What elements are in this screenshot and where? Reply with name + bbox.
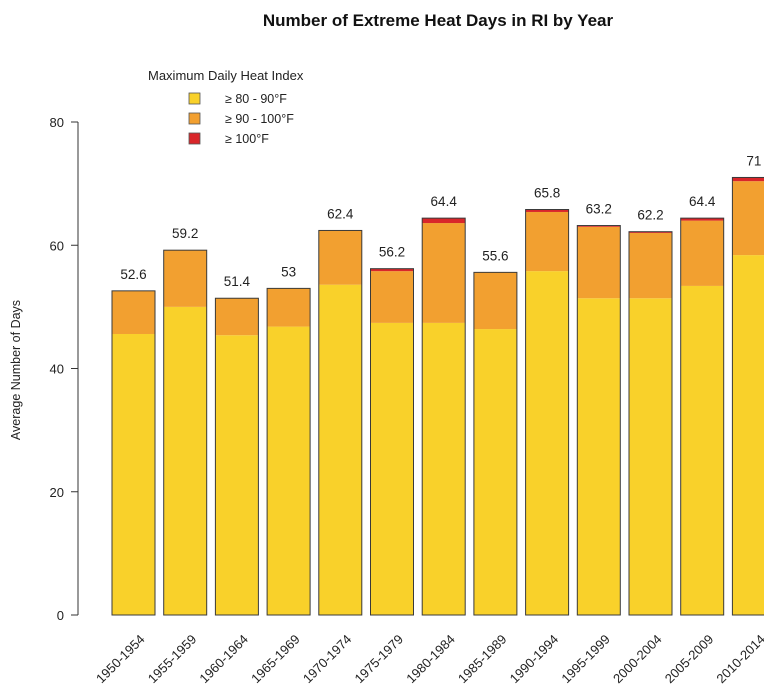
bar-segment-3	[422, 218, 466, 224]
bar-segment-2	[473, 272, 517, 330]
bar-outline	[680, 217, 725, 616]
bar-total-label: 64.4	[689, 194, 716, 209]
legend-swatch-90-100	[188, 112, 201, 125]
bar-segment-1	[629, 298, 672, 615]
bar-segment-2	[732, 181, 764, 256]
bar-segment-3	[732, 177, 764, 182]
bar-total-label: 56.2	[379, 245, 405, 260]
y-tick-label: 20	[50, 485, 64, 500]
legend: Maximum Daily Heat Index ≥ 80 - 90°F ≥ 9…	[148, 68, 304, 146]
legend-label-100: ≥ 100°F	[225, 132, 269, 146]
y-tick-label: 80	[50, 115, 64, 130]
x-tick-label: 1985-1989	[455, 632, 510, 684]
chart-title: Number of Extreme Heat Days in RI by Yea…	[263, 11, 614, 30]
bar-total-label: 53	[281, 264, 296, 279]
x-tick-label: 1980-1984	[403, 632, 458, 684]
bar-total-label: 59.2	[172, 226, 198, 241]
bar-total-label: 55.6	[482, 248, 508, 263]
bar-total-label: 65.8	[534, 186, 560, 201]
bar-segment-2	[112, 290, 155, 334]
bar-segment-1	[318, 284, 362, 615]
x-tick-label: 2005-2009	[662, 632, 717, 684]
x-axis: 1950-19541955-19591960-19641965-19691970…	[93, 632, 764, 684]
bar-segment-2	[267, 288, 311, 327]
legend-swatch-100	[188, 132, 201, 145]
x-tick-label: 1950-1954	[93, 632, 148, 684]
x-tick-label: 1975-1979	[352, 632, 407, 684]
bar-segment-2	[370, 271, 414, 323]
bar-outline	[318, 229, 363, 616]
bar-segment-3	[680, 218, 724, 221]
bars-group: 52.6 59.2 51.4 53 62.4 56.2 64.4 55.6 65.8 63.2 62…	[111, 153, 764, 616]
bar-segment-1	[215, 335, 259, 615]
bar-segment-1	[370, 322, 414, 615]
x-tick-label: 2010-2014	[713, 632, 764, 684]
bar-outline	[473, 271, 518, 616]
bar-outline	[576, 225, 621, 616]
bar-total-label: 52.6	[120, 267, 146, 282]
bar-segment-1	[732, 255, 764, 616]
bar-total-label: 62.2	[637, 208, 663, 223]
bar-segment-2	[525, 211, 569, 272]
bar-segment-2	[680, 220, 724, 286]
bar-outline	[731, 176, 764, 616]
legend-title: Maximum Daily Heat Index	[148, 68, 304, 83]
bar-segment-1	[577, 298, 621, 615]
y-tick-label: 60	[50, 238, 64, 253]
bar-segment-2	[577, 226, 621, 299]
bar-segment-3	[629, 231, 672, 233]
bar-outline	[421, 217, 466, 616]
bar-segment-2	[318, 230, 362, 285]
x-tick-label: 1995-1999	[558, 632, 613, 684]
legend-label-80-90: ≥ 80 - 90°F	[225, 92, 287, 106]
bar-outline	[370, 268, 414, 616]
bar-segment-2	[163, 250, 207, 307]
bar-total-label: 71	[746, 153, 761, 168]
bar-segment-1	[680, 285, 724, 615]
bar-segment-1	[473, 329, 517, 615]
bar-outline	[628, 231, 673, 616]
bar-segment-2	[629, 232, 672, 299]
bar-segment-3	[370, 268, 414, 272]
bar-total-label: 51.4	[224, 274, 251, 289]
bar-segment-2	[215, 298, 259, 336]
legend-label-90-100: ≥ 90 - 100°F	[225, 112, 294, 126]
x-tick-label: 2000-2004	[610, 632, 665, 684]
bar-segment-3	[525, 209, 569, 212]
x-tick-label: 1960-1964	[196, 632, 251, 684]
x-tick-label: 1990-1994	[507, 632, 562, 684]
bar-segment-1	[422, 322, 466, 615]
bar-outline	[163, 249, 208, 616]
bar-segment-1	[163, 306, 207, 615]
y-axis: 0 20 40 60 80	[50, 115, 79, 623]
y-axis-label: Average Number of Days	[9, 300, 23, 440]
bar-segment-3	[577, 225, 621, 227]
bar-total-label: 63.2	[586, 202, 612, 217]
bar-segment-1	[267, 326, 311, 615]
legend-swatch-80-90	[188, 92, 201, 105]
x-tick-label: 1955-1959	[145, 632, 200, 684]
bar-segment-1	[112, 333, 155, 615]
bar-total-label: 64.4	[431, 194, 458, 209]
bar-outline	[525, 209, 570, 616]
y-tick-label: 40	[50, 362, 64, 377]
bar-outline	[266, 287, 311, 616]
bar-outline	[214, 297, 259, 616]
bar-total-label: 62.4	[327, 206, 354, 221]
bar-outline	[111, 290, 156, 616]
y-tick-label: 0	[57, 608, 64, 623]
bar-segment-2	[422, 223, 466, 323]
bar-segment-1	[525, 271, 569, 615]
x-tick-label: 1965-1969	[248, 632, 303, 684]
x-tick-label: 1970-1974	[300, 632, 355, 684]
